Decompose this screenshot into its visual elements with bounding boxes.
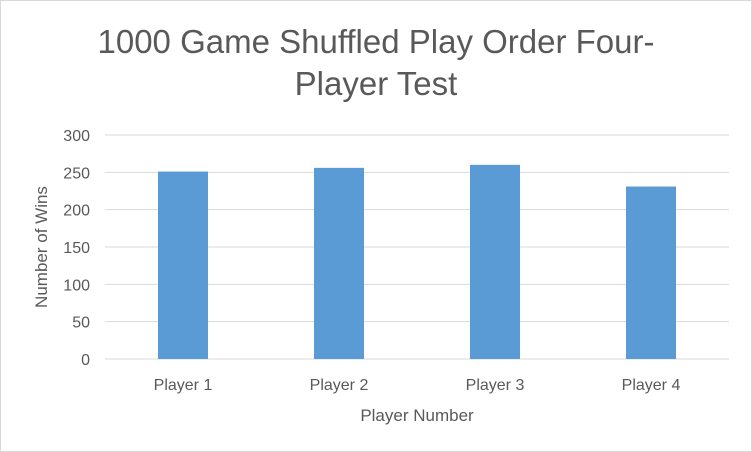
- bar-player-2: [314, 167, 364, 359]
- chart-title-line-1: 1000 Game Shuffled Play Order Four-: [97, 23, 655, 60]
- gridlines: [105, 134, 729, 360]
- chart-title-line-2: Player Test: [294, 65, 458, 102]
- y-tick-label: 150: [63, 240, 90, 257]
- x-tick-labels: Player 1 Player 2 Player 3 Player 4: [154, 377, 681, 394]
- chart-title: 1000 Game Shuffled Play Order Four- Play…: [1, 21, 751, 105]
- bar-player-3: [470, 164, 520, 359]
- x-axis-title: Player Number: [360, 406, 474, 425]
- x-tick-label: Player 3: [466, 377, 525, 394]
- y-tick-label: 250: [63, 165, 90, 182]
- y-axis-title: Number of Wins: [32, 186, 51, 308]
- x-tick-label: Player 1: [154, 377, 213, 394]
- y-tick-label: 0: [81, 352, 90, 369]
- bar-player-4: [626, 186, 676, 359]
- y-tick-label: 50: [72, 315, 90, 332]
- y-tick-label: 100: [63, 277, 90, 294]
- x-tick-label: Player 2: [310, 377, 369, 394]
- bar-player-1: [158, 171, 208, 359]
- x-tick-label: Player 4: [622, 377, 681, 394]
- y-tick-label: 200: [63, 203, 90, 220]
- bars: [158, 164, 676, 359]
- y-tick-label: 300: [63, 128, 90, 145]
- y-tick-labels: 0 50 100 150 200 250 300: [63, 128, 90, 369]
